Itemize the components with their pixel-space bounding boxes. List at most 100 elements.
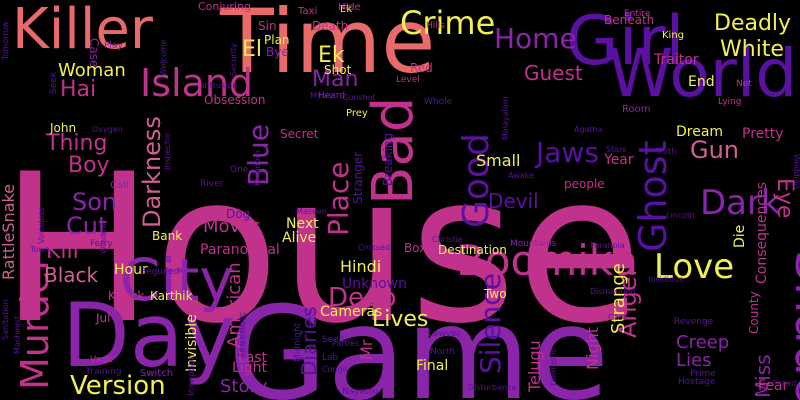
word-ferry: Ferry xyxy=(90,239,113,249)
word-malayalam: Malayalam xyxy=(501,96,510,140)
word-invisible: Invisible xyxy=(184,314,200,372)
word-rattlesnake: RattleSnake xyxy=(0,184,18,280)
word-kill: Kill xyxy=(46,239,79,264)
word-maseen: Maseen xyxy=(296,207,327,216)
word-greed: Greed xyxy=(772,379,796,388)
word-guest: Guest xyxy=(524,61,583,85)
word-mountains: Mountains xyxy=(510,239,557,249)
word-hills: Hills xyxy=(426,21,445,31)
word-woman: Woman xyxy=(58,60,126,81)
word-jul: Jul xyxy=(95,311,110,325)
word-window: Window xyxy=(99,222,108,254)
word-oxygen: Oxygen xyxy=(92,125,123,134)
word-paranoia: Paranoia xyxy=(590,241,625,250)
word-lincoln: Lincoln xyxy=(666,211,694,220)
word-telugu: Telugu xyxy=(525,340,544,393)
word-play: Play xyxy=(104,41,123,51)
word-county: County xyxy=(747,291,761,334)
word-girl: Girl xyxy=(566,2,684,81)
word-inception: Inception xyxy=(187,354,197,396)
word-domestic: Domestic xyxy=(549,348,558,386)
word-voiceless: Voiceless xyxy=(37,207,46,244)
word-entire: Entire xyxy=(624,9,651,19)
word-night: Night xyxy=(583,327,602,370)
word-gunshot: Gunshot xyxy=(342,93,376,102)
word-training: Training xyxy=(85,367,122,377)
word-room: Room xyxy=(622,104,650,115)
word-john: John xyxy=(49,121,76,135)
word-eye: Eye xyxy=(772,178,797,218)
word-shadow: Shadow xyxy=(784,250,800,400)
word-box: Box xyxy=(404,241,426,255)
word-switch: Switch xyxy=(140,368,173,379)
word-moves: Moves xyxy=(203,216,261,237)
word-thing: Thing xyxy=(45,131,107,156)
word-breaking: Breaking xyxy=(381,133,395,186)
word-darkness: Darkness xyxy=(138,116,166,228)
word-beguiled: Beguiled xyxy=(140,267,179,277)
word-diaries: Diaries xyxy=(297,306,321,376)
word-vault: Vault xyxy=(90,355,113,365)
word-murder: Murder xyxy=(13,255,57,390)
word-last: Last xyxy=(238,350,268,366)
word-ek: Ek xyxy=(318,43,345,68)
word-bank: Bank xyxy=(152,229,182,243)
word-city: City xyxy=(120,246,234,314)
word-two: Two xyxy=(483,287,507,301)
word-place: Place xyxy=(322,162,355,236)
word-sanitation: Sanitation xyxy=(1,299,10,340)
word-death: Death xyxy=(312,19,348,33)
word-angel: Angel xyxy=(614,270,642,338)
word-final: Final xyxy=(416,358,448,374)
word-disturbance: Disturbance xyxy=(468,383,516,392)
word-year: Year xyxy=(603,152,634,168)
word-pretty: Pretty xyxy=(742,126,784,142)
word-light: Light xyxy=(232,360,267,376)
word-plan: Plan xyxy=(264,33,290,47)
word-bye: Bye xyxy=(266,45,289,59)
word-lies: Lies xyxy=(676,350,711,371)
word-agatha: Agatha xyxy=(574,125,603,134)
word-hide: Hide xyxy=(338,2,361,13)
word-island: Island xyxy=(140,61,253,105)
word-story: Story xyxy=(220,376,268,397)
word-dog: Dog xyxy=(226,207,250,221)
word-lives: Lives xyxy=(372,307,428,332)
word-knock: Knock xyxy=(108,289,144,303)
word-silence: Silence xyxy=(474,273,507,374)
word-good: Good xyxy=(456,133,497,228)
word-red: Red xyxy=(410,61,433,75)
word-ek: Ek xyxy=(340,4,352,15)
word-american: American xyxy=(224,262,245,348)
word-day: Day xyxy=(62,284,236,387)
word-paranormal: Paranormal xyxy=(200,242,280,258)
word-consequences: Consequences xyxy=(754,182,770,284)
word-blue: Blue xyxy=(242,124,275,186)
word-el: El xyxy=(242,37,262,62)
word-stranger: Stranger xyxy=(351,152,365,204)
word-heard: Heard xyxy=(318,91,345,101)
word-mystic: Mystic xyxy=(310,91,336,100)
word-obsession: Obsession xyxy=(204,93,265,107)
word-love: Love xyxy=(654,247,734,287)
word-killer: Killer xyxy=(12,0,154,62)
word-town: Town xyxy=(29,245,50,254)
word-end: End xyxy=(688,74,715,90)
word-north: North xyxy=(430,347,455,357)
word-dark: Dark xyxy=(700,183,781,223)
word-boy: Boy xyxy=(68,153,110,178)
word-insidious: Insidious xyxy=(648,275,683,284)
word-unknown: Unknown xyxy=(342,276,407,292)
word-conjuring: Conjuring xyxy=(198,0,251,13)
word-parties: Parties xyxy=(332,339,359,348)
word-world: World xyxy=(608,35,797,112)
word-whole: Whole xyxy=(424,97,453,107)
word-call: Call xyxy=(110,180,129,191)
word-jaws: Jaws xyxy=(534,136,599,169)
word-inspector: Inspector xyxy=(163,132,172,170)
word-hostage: Hostage xyxy=(678,377,716,387)
word-mr: Mr xyxy=(357,339,376,360)
